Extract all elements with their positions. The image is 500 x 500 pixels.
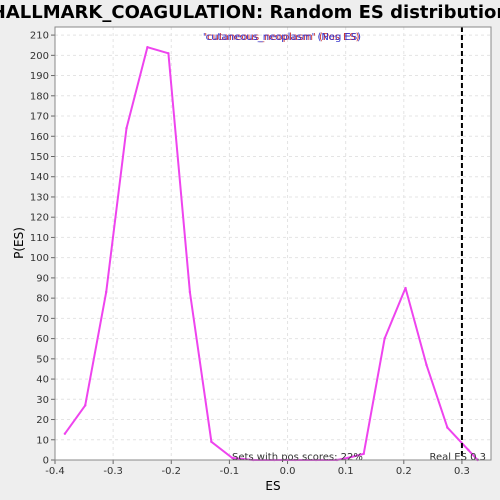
x-tick-label: -0.2 <box>162 466 182 477</box>
y-tick-label: 120 <box>30 213 49 224</box>
plot-area <box>55 27 491 460</box>
data-point <box>210 440 213 443</box>
y-tick-label: 100 <box>30 253 49 264</box>
data-point <box>467 448 470 452</box>
x-tick-label: -0.4 <box>45 466 65 477</box>
x-tick-label: 0.3 <box>454 466 470 477</box>
data-point <box>346 456 349 460</box>
y-tick-label: 180 <box>30 91 49 102</box>
y-tick-label: 90 <box>36 273 49 284</box>
y-tick-label: 160 <box>30 132 49 143</box>
data-point <box>104 290 108 294</box>
y-tick-label: 40 <box>36 375 49 386</box>
x-tick-label: 0.0 <box>280 466 296 477</box>
x-tick-label: 0.1 <box>338 466 354 477</box>
x-tick-label: -0.3 <box>103 466 123 477</box>
y-tick-label: 150 <box>30 152 49 163</box>
data-point <box>383 337 386 340</box>
real-es-annotation: Real ES 0.3 <box>430 452 486 463</box>
y-tick-label: 110 <box>30 233 49 244</box>
y-tick-label: 60 <box>36 334 49 345</box>
y-tick-label: 130 <box>30 192 49 203</box>
legend-pos-es: 'cutaneous_neoplasm' (Pos ES) <box>204 32 359 43</box>
data-point <box>84 404 87 407</box>
y-tick-label: 0 <box>43 456 49 467</box>
y-tick-label: 190 <box>30 71 49 82</box>
data-point <box>125 126 128 130</box>
x-tick-label: -0.1 <box>220 466 240 477</box>
data-point <box>231 456 234 460</box>
y-tick-label: 80 <box>36 294 49 305</box>
y-tick-label: 70 <box>36 314 49 325</box>
y-tick-label: 170 <box>30 112 49 123</box>
x-axis: -0.4 -0.3 -0.2 -0.1 0.0 0.1 0.2 0.3 <box>45 460 470 477</box>
y-tick-label: 10 <box>36 435 49 446</box>
data-point <box>362 452 365 456</box>
y-tick-label: 200 <box>30 51 49 62</box>
pos-scores-annotation: Sets with pos scores: 22% <box>232 452 363 463</box>
data-point <box>188 290 192 294</box>
y-tick-label: 50 <box>36 354 49 365</box>
y-axis-label: P(ES) <box>12 227 26 259</box>
data-point <box>425 363 428 367</box>
y-tick-label: 210 <box>30 31 49 42</box>
y-tick-label: 20 <box>36 415 49 426</box>
x-axis-label: ES <box>265 479 280 493</box>
chart-title: HALLMARK_COAGULATION: Random ES distribu… <box>0 2 500 23</box>
x-tick-label: 0.2 <box>396 466 412 477</box>
data-point <box>404 286 407 290</box>
data-point <box>446 426 449 429</box>
y-tick-label: 30 <box>36 395 49 406</box>
plot-border <box>54 26 492 461</box>
data-point <box>63 432 67 435</box>
data-point <box>167 52 170 55</box>
y-tick-label: 140 <box>30 172 49 183</box>
y-axis: 0 10 20 30 40 50 60 70 80 90 100 110 120 130 140 150 160… <box>30 31 55 467</box>
data-point <box>146 46 149 49</box>
legend-neg-es: 'cutaneous_neoplasm' (Neg ES) <box>203 32 361 43</box>
